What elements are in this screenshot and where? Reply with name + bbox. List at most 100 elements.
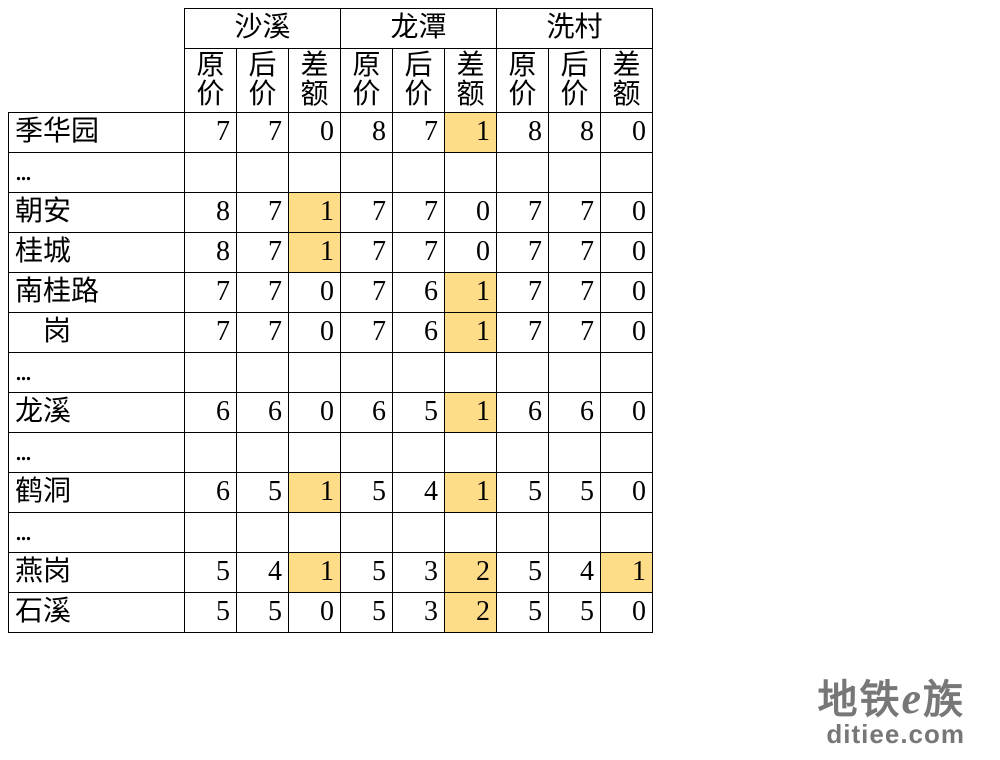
- fare-cell: [549, 352, 601, 392]
- table-body: 季华园770871880...朝安871770770桂城871770770南桂路…: [9, 112, 653, 632]
- fare-cell: 5: [497, 592, 549, 632]
- fare-cell: 7: [549, 232, 601, 272]
- fare-cell: 5: [549, 472, 601, 512]
- fare-cell: [549, 512, 601, 552]
- fare-cell: 0: [601, 592, 653, 632]
- table-row: ...: [9, 152, 653, 192]
- watermark-text: 族: [923, 678, 965, 722]
- fare-cell: 7: [393, 192, 445, 232]
- station-name: 朝安: [9, 192, 185, 232]
- fare-cell: 5: [497, 472, 549, 512]
- fare-cell: 3: [393, 552, 445, 592]
- fare-cell: 0: [601, 272, 653, 312]
- table-row: 季华园770871880: [9, 112, 653, 152]
- fare-cell: 7: [549, 192, 601, 232]
- fare-cell: [185, 352, 237, 392]
- fare-cell: 1: [289, 552, 341, 592]
- fare-cell: 5: [185, 592, 237, 632]
- fare-cell: 7: [341, 272, 393, 312]
- header-row-sub: 原价 后价 差额 原价 后价 差额 原价 后价 差额: [9, 49, 653, 113]
- table-row: ...: [9, 352, 653, 392]
- sub-header: 后价: [237, 49, 289, 113]
- fare-cell: 6: [393, 272, 445, 312]
- fare-cell: 0: [601, 192, 653, 232]
- fare-cell: 5: [341, 552, 393, 592]
- fare-cell: [549, 152, 601, 192]
- station-name: ...: [9, 352, 185, 392]
- fare-cell: 0: [601, 392, 653, 432]
- watermark-e-icon: e: [901, 674, 923, 723]
- fare-cell: 1: [445, 112, 497, 152]
- station-name: 龙溪: [9, 392, 185, 432]
- fare-cell: 1: [289, 472, 341, 512]
- fare-cell: 1: [289, 232, 341, 272]
- table-row: ...: [9, 432, 653, 472]
- fare-cell: [341, 152, 393, 192]
- fare-cell: 5: [393, 392, 445, 432]
- fare-cell: 7: [393, 232, 445, 272]
- fare-cell: 0: [289, 392, 341, 432]
- fare-cell: [237, 432, 289, 472]
- fare-cell: 6: [185, 472, 237, 512]
- sub-header: 原价: [185, 49, 237, 113]
- fare-cell: 1: [289, 192, 341, 232]
- fare-cell: 7: [393, 112, 445, 152]
- fare-cell: 7: [497, 312, 549, 352]
- sub-header: 差额: [445, 49, 497, 113]
- fare-cell: [341, 512, 393, 552]
- fare-cell: [185, 432, 237, 472]
- fare-cell: 5: [341, 472, 393, 512]
- table-row: 石溪550532550: [9, 592, 653, 632]
- table-row: 桂城871770770: [9, 232, 653, 272]
- fare-cell: 7: [237, 192, 289, 232]
- group-header: 沙溪: [185, 9, 341, 49]
- fare-cell: 1: [445, 392, 497, 432]
- watermark: 地铁e族 ditiee.com: [817, 667, 965, 750]
- fare-cell: 7: [549, 272, 601, 312]
- fare-cell: 8: [549, 112, 601, 152]
- fare-cell: [445, 512, 497, 552]
- fare-cell: 7: [237, 312, 289, 352]
- fare-cell: 5: [185, 552, 237, 592]
- table-row: 龙溪660651660: [9, 392, 653, 432]
- fare-cell: 7: [341, 312, 393, 352]
- fare-cell: [445, 152, 497, 192]
- station-name: ...: [9, 432, 185, 472]
- corner-blank: [9, 9, 185, 49]
- table-row: 南桂路770761770: [9, 272, 653, 312]
- fare-cell: [237, 152, 289, 192]
- sub-header: 原价: [341, 49, 393, 113]
- fare-cell: [393, 352, 445, 392]
- fare-cell: [341, 432, 393, 472]
- fare-cell: 0: [445, 232, 497, 272]
- fare-cell: 0: [289, 272, 341, 312]
- fare-cell: 0: [289, 592, 341, 632]
- fare-cell: 4: [393, 472, 445, 512]
- fare-cell: 5: [549, 592, 601, 632]
- fare-cell: [497, 512, 549, 552]
- fare-cell: 7: [185, 112, 237, 152]
- fare-cell: [393, 432, 445, 472]
- table-row: 岗770761770: [9, 312, 653, 352]
- fare-cell: [601, 152, 653, 192]
- fare-cell: 5: [237, 592, 289, 632]
- fare-cell: 8: [497, 112, 549, 152]
- fare-cell: 0: [289, 312, 341, 352]
- fare-cell: 0: [601, 232, 653, 272]
- header-row-groups: 沙溪 龙潭 洗村: [9, 9, 653, 49]
- fare-cell: [601, 512, 653, 552]
- table-row: 鹤洞651541550: [9, 472, 653, 512]
- watermark-text: 地铁: [817, 678, 901, 722]
- corner-blank: [9, 49, 185, 113]
- fare-table: 沙溪 龙潭 洗村 原价 后价 差额 原价 后价 差额 原价 后价 差额 季华园7…: [8, 8, 653, 633]
- station-name: 石溪: [9, 592, 185, 632]
- watermark-main: 地铁e族: [817, 667, 965, 725]
- fare-cell: [341, 352, 393, 392]
- fare-cell: 7: [237, 232, 289, 272]
- fare-cell: [185, 512, 237, 552]
- sub-header: 原价: [497, 49, 549, 113]
- fare-cell: 1: [601, 552, 653, 592]
- fare-cell: 1: [445, 272, 497, 312]
- group-header: 龙潭: [341, 9, 497, 49]
- table-row: 朝安871770770: [9, 192, 653, 232]
